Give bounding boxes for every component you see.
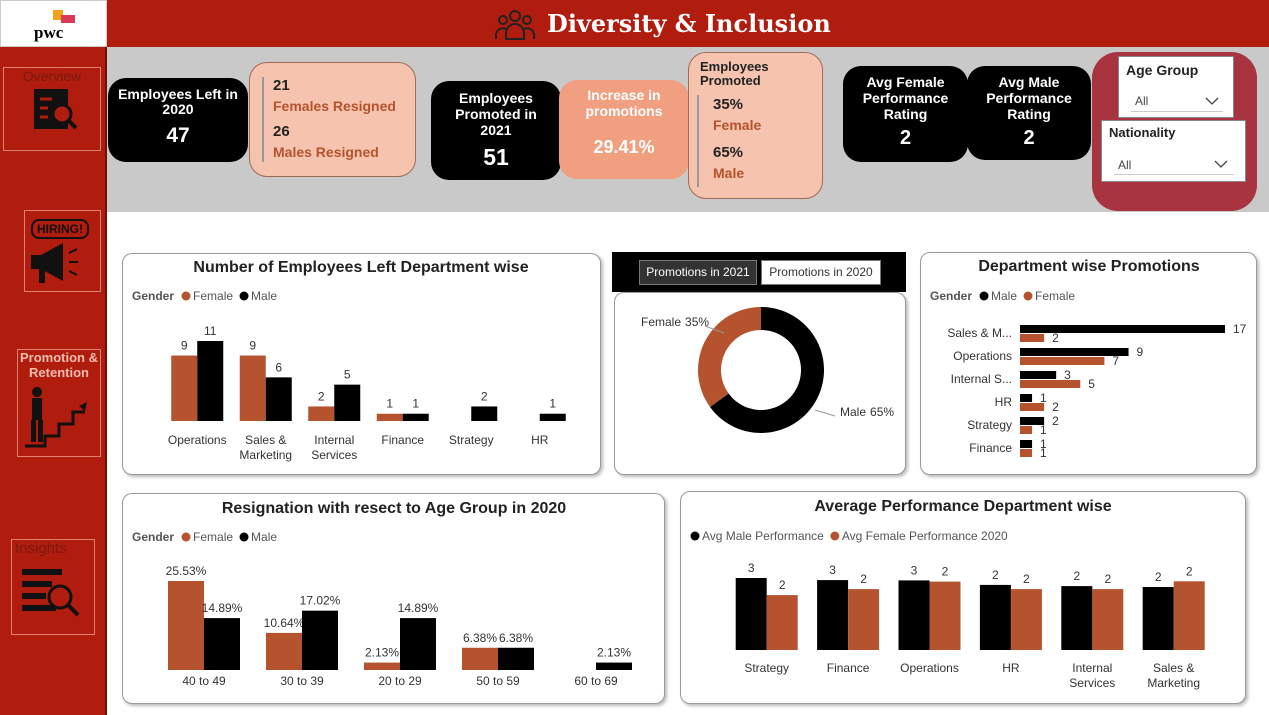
slicer-title: Age Group [1126,62,1199,78]
kpi-card: Employees Promoted in 2021 51 [431,81,561,180]
kpi-label: Employees Promoted [700,59,769,88]
slicer-panel: Age Group All Nationality All [1092,52,1257,211]
x-tick-label: 60 to 69 [574,674,618,688]
logo-text: pwc [34,23,64,42]
chevron [1205,97,1219,105]
x-tick-label: Operations [900,661,959,675]
nav-item[interactable]: Promotion & Retention [17,349,101,457]
nav-icon [22,569,80,617]
kpi-value: 2 [1023,127,1035,149]
slicer[interactable]: Nationality All [1101,120,1246,182]
kpi-label: Females Resigned [273,98,396,114]
x-tick-label: Internal Services [1069,661,1116,690]
kpi-card: Employees Promoted 35% Female 65% Male [688,52,823,199]
kpi-card: Avg Male Performance Rating 2 [967,66,1091,160]
divider [697,95,699,187]
logo-mark [53,10,63,20]
x-tick-label: Finance [826,661,870,675]
slicer-dropdown[interactable]: All [1114,153,1234,175]
x-tick-label: HR [531,433,549,447]
x-tick-label: Strategy [448,433,494,447]
x-tick-label: 20 to 29 [378,674,422,688]
kpi-card: 21 Females Resigned 26 Males Resigned [249,62,416,177]
nav-label: Overview [22,68,82,84]
slicer-title: Nationality [1109,125,1176,140]
kpi-value: 35% [713,96,744,113]
kpi-value: 2 [899,127,912,149]
x-tick-label: 40 to 49 [182,674,226,688]
kpi-label: Employees Promoted in 2021 [455,90,537,138]
nav-item[interactable]: Insights [11,539,95,635]
x-tick-label: 30 to 39 [280,674,324,688]
slicer-value: All [1135,94,1149,108]
x-tick-label: Internal Services [311,433,358,462]
chart-panel [614,292,906,475]
nav-item[interactable]: Overview [3,67,101,151]
kpi-value: 51 [483,144,509,170]
kpi-card: Increase in promotions 29.41% [559,80,689,179]
sidebar: Overview HIRING! Promotion & Retention I… [0,47,107,715]
kpi-label: Employees Left in 2020 [118,86,238,117]
kpi-label: Increase in promotions [585,87,663,119]
kpi-card: Avg Female Performance Rating 2 [843,66,968,162]
nav-label: Promotion & Retention [20,350,98,380]
divider [262,77,264,162]
logo-mark [61,15,75,23]
tab[interactable]: Promotions in 2021 [639,260,757,285]
logo-box: pwc [0,0,107,47]
nav-icon-text: HIRING! [31,219,89,239]
x-tick-label: Finance [381,433,425,447]
x-tick-label: HR [1002,661,1020,675]
kpi-label: Males Resigned [273,144,379,160]
nav-icon [25,387,87,448]
kpi-value: 65% [713,144,744,161]
slicer[interactable]: Age Group All [1118,56,1234,118]
kpi-value: 21 [273,77,290,94]
header-bar: Diversity & Inclusion [107,0,1269,47]
x-tick-label: Sales & Marketing [1147,661,1201,690]
kpi-label: Female [713,117,762,133]
chart-panel [122,493,665,704]
slicer-value: All [1118,158,1132,172]
chart-panel [920,252,1257,475]
x-tick-label: Operations [167,433,227,447]
kpi-label: Male [713,165,745,181]
chevron [1214,160,1228,168]
tab-bar: Promotions in 2021 Promotions in 2020 [612,252,906,292]
x-tick-label: Sales & Marketing [239,433,293,462]
nav-icon [31,243,78,283]
nav-icon [34,89,78,130]
nav-label: Insights [15,540,67,557]
kpi-value: 47 [166,124,190,147]
kpi-value: 26 [273,123,290,140]
kpi-label: Avg Female Performance Rating [862,74,949,122]
kpi-label: Avg Male Performance Rating [986,74,1072,122]
slicer-dropdown[interactable]: All [1131,90,1223,112]
kpi-value: 29.41% [593,137,655,157]
tab[interactable]: Promotions in 2020 [761,260,881,285]
kpi-card: Employees Left in 2020 47 [108,78,248,162]
x-tick-label: 50 to 59 [476,674,520,688]
nav-item[interactable]: HIRING! [24,210,101,292]
x-tick-label: Strategy [744,661,790,675]
page-title: Diversity & Inclusion [547,9,831,38]
people-icon [495,10,535,40]
